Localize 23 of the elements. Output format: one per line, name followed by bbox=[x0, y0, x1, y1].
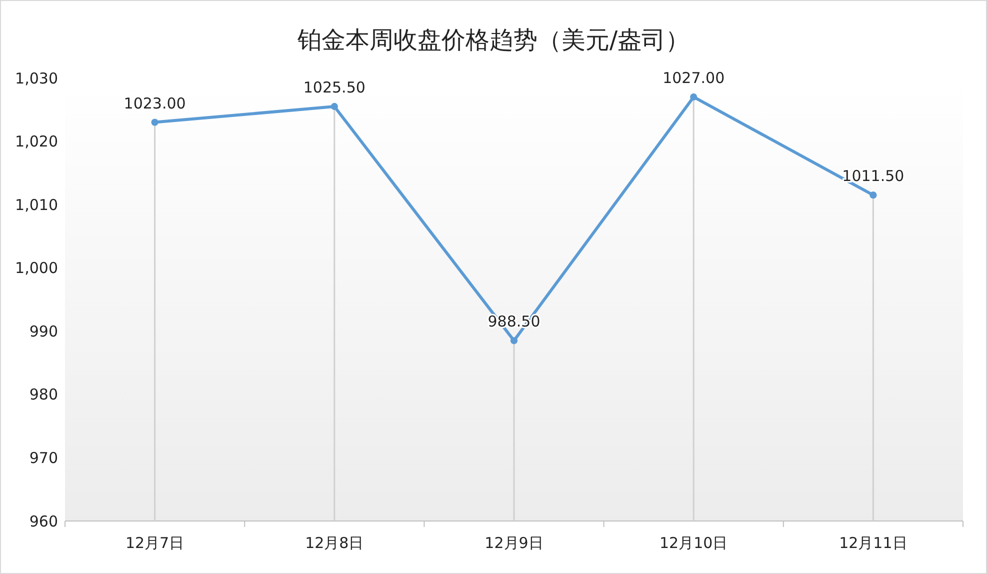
point bbox=[690, 93, 698, 101]
x-tick-label: 12月8日 bbox=[305, 534, 364, 552]
y-tick-label: 1,020 bbox=[15, 132, 58, 151]
y-tick-label: 1,010 bbox=[15, 196, 58, 214]
x-tick-label: 12月11日 bbox=[839, 534, 908, 552]
x-tick-label: 12月7日 bbox=[125, 534, 184, 552]
point bbox=[510, 337, 518, 344]
y-tick-label: 1,000 bbox=[15, 259, 58, 278]
x-tick-label: 12月10日 bbox=[660, 534, 728, 552]
y-tick-label: 960 bbox=[29, 512, 58, 530]
x-tick-label: 12月9日 bbox=[484, 534, 544, 552]
point bbox=[330, 102, 338, 110]
point bbox=[870, 192, 877, 199]
y-tick-label: 1,030 bbox=[15, 69, 58, 88]
point bbox=[151, 118, 158, 126]
y-tick-label: 980 bbox=[29, 386, 58, 404]
data-label: 1023.00 bbox=[124, 94, 186, 112]
data-label: 1025.50 bbox=[303, 78, 366, 96]
data-label: 1011.50 bbox=[842, 167, 904, 186]
y-tick-label: 970 bbox=[29, 448, 58, 467]
y-tick-label: 990 bbox=[29, 322, 58, 340]
data-label: 1027.00 bbox=[662, 68, 725, 87]
chart-title: 铂金本周收盘价格趋势（美元/盎司） bbox=[296, 26, 690, 54]
